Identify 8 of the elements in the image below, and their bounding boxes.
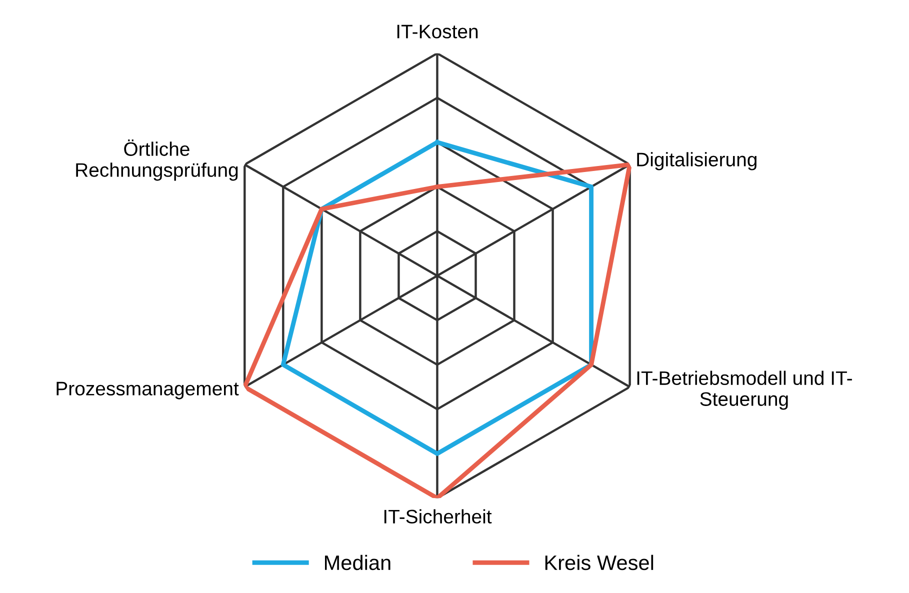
spoke-label: Örtliche Rechnungsprüfung bbox=[76, 140, 238, 181]
spoke-label: Digitalisierung bbox=[637, 152, 756, 170]
spoke-label: Prozessmanagement bbox=[56, 382, 239, 400]
legend-label: Median bbox=[324, 554, 390, 570]
spoke-label: IT-Kosten bbox=[397, 24, 478, 38]
spoke-label: IT-Betriebsmodell und IT- Steuerung bbox=[637, 370, 852, 410]
legend-label: Kreis Wesel bbox=[545, 554, 654, 570]
spoke-label: IT-Sicherheit bbox=[384, 509, 492, 524]
